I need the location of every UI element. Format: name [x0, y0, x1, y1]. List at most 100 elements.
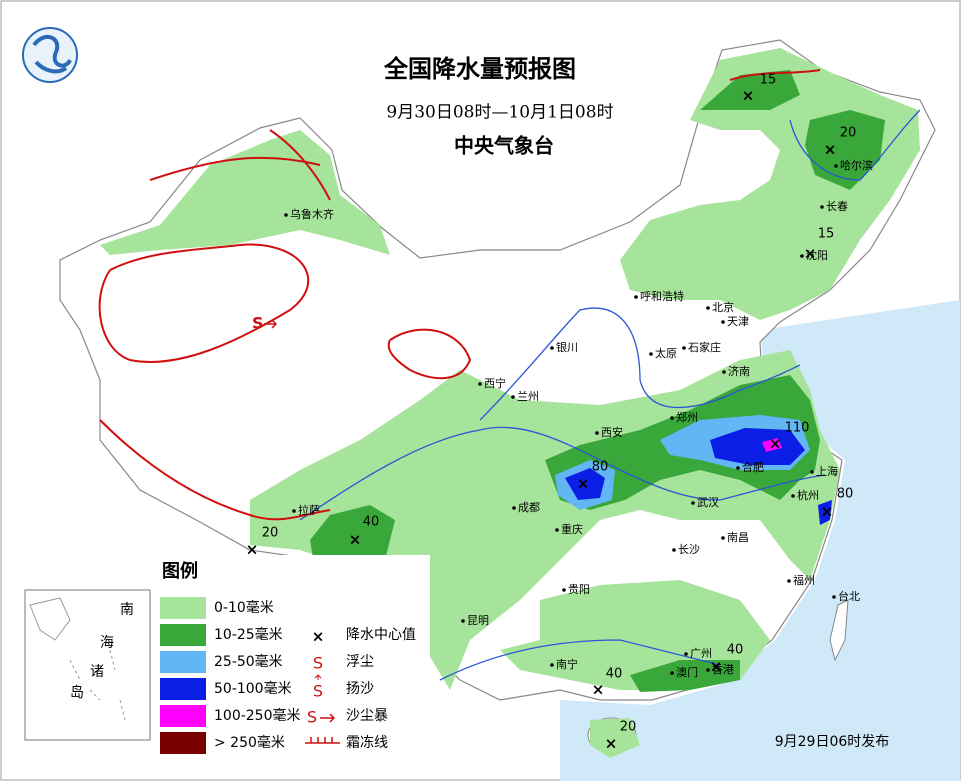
city-dot [706, 668, 710, 672]
center-mark: × [742, 87, 755, 105]
city-label: 福州 [793, 573, 815, 587]
city-dot [721, 536, 725, 540]
center-mark: × [824, 141, 837, 159]
city-label: 沈阳 [806, 248, 828, 262]
center-value: 20 [840, 126, 857, 141]
rain-area [590, 718, 640, 758]
center-mark: × [577, 475, 590, 493]
dust-storm-arrow [264, 319, 278, 329]
center-mark: × [804, 245, 817, 263]
city-label: 西安 [601, 425, 623, 439]
city-label: 贵阳 [568, 583, 590, 596]
symbol-icon: × [312, 628, 325, 646]
city-dot [810, 470, 814, 474]
frost-line [99, 419, 331, 521]
city-dot [832, 595, 836, 599]
center-mark: × [710, 658, 723, 676]
legend-label: 10-25毫米 [214, 626, 283, 643]
city-label: 太原 [655, 347, 677, 360]
city-dot [562, 588, 566, 592]
city-label: 乌鲁木齐 [290, 207, 334, 221]
inset-label: 海 [100, 635, 114, 651]
city-dot [634, 295, 638, 299]
city-label: 济南 [728, 364, 750, 378]
city-dot [461, 619, 465, 623]
legend-symbol-label: 降水中心值 [346, 627, 416, 643]
legend-label: 0-10毫米 [214, 599, 274, 616]
frost-line [729, 69, 821, 81]
subtitle: 9月30日08时—10月1日08时 [386, 103, 613, 123]
city-label: 兰州 [517, 390, 539, 403]
city-dot [721, 320, 725, 324]
city-label: 郑州 [676, 410, 698, 424]
center-mark: × [769, 435, 782, 453]
river [439, 639, 721, 681]
city-dot [834, 164, 838, 168]
city-label: 银川 [556, 340, 578, 354]
city-label: 武汉 [697, 496, 719, 509]
city-label: 石家庄 [688, 340, 721, 354]
legend-label: > 250毫米 [214, 734, 285, 751]
city-dot [478, 382, 482, 386]
city-dot [706, 306, 710, 310]
city-dot [820, 205, 824, 209]
city-dot [682, 346, 686, 350]
city-dot [550, 346, 554, 350]
rain-area [710, 428, 805, 465]
city-dot [736, 466, 740, 470]
issue-time: 9月29日06时发布 [775, 734, 890, 750]
symbol-icon: S [313, 654, 323, 673]
dust-symbol: S [252, 314, 278, 333]
city-label: 合肥 [742, 460, 764, 474]
legend-label: 25-50毫米 [214, 653, 283, 670]
legend-swatch [160, 624, 206, 646]
center-value: 80 [837, 487, 854, 502]
legend-swatch [160, 705, 206, 727]
center-value: 40 [606, 667, 623, 682]
city-dot [292, 509, 296, 513]
legend-title: 图例 [162, 560, 198, 582]
city-dot [787, 579, 791, 583]
legend-swatch [160, 651, 206, 673]
legend-symbol-label: 霜冻线 [346, 734, 388, 751]
center-mark: × [592, 681, 605, 699]
inset-label: 南 [120, 602, 134, 618]
legend-label: 50-100毫米 [214, 680, 292, 697]
city-dot [649, 352, 653, 356]
center-mark: × [605, 735, 618, 753]
legend-label: 100-250毫米 [214, 707, 301, 724]
legend-symbol-label: 扬沙 [346, 681, 374, 697]
city-label: 香港 [712, 663, 734, 676]
center-value: 20 [620, 720, 637, 735]
city-dot [512, 506, 516, 510]
symbol-icon [305, 737, 340, 744]
inset-label: 诸 [90, 664, 104, 680]
inset-land [29, 597, 71, 641]
center-value: 40 [363, 515, 380, 530]
symbol-icon [320, 713, 336, 723]
frost-line [98, 243, 310, 363]
city-dot [800, 254, 804, 258]
rain-area [630, 660, 740, 692]
city-dot [555, 528, 559, 532]
city-label: 澳门 [676, 665, 698, 679]
city-label: 长春 [826, 200, 848, 213]
inset-label: 岛 [70, 685, 84, 701]
city-dot [670, 671, 674, 675]
city-label: 哈尔滨 [840, 158, 873, 172]
city-dot [691, 501, 695, 505]
center-mark: × [821, 503, 834, 521]
city-dot [511, 395, 515, 399]
city-label: 西宁 [484, 376, 506, 390]
city-dot [284, 213, 288, 217]
city-label: 昆明 [467, 614, 489, 627]
symbol-icon: S [313, 682, 323, 701]
city-dot [670, 416, 674, 420]
city-label: 长沙 [678, 543, 700, 556]
river [299, 426, 826, 521]
city-label: 重庆 [561, 522, 583, 536]
center-value: 15 [818, 227, 835, 242]
rain-area [818, 500, 832, 525]
